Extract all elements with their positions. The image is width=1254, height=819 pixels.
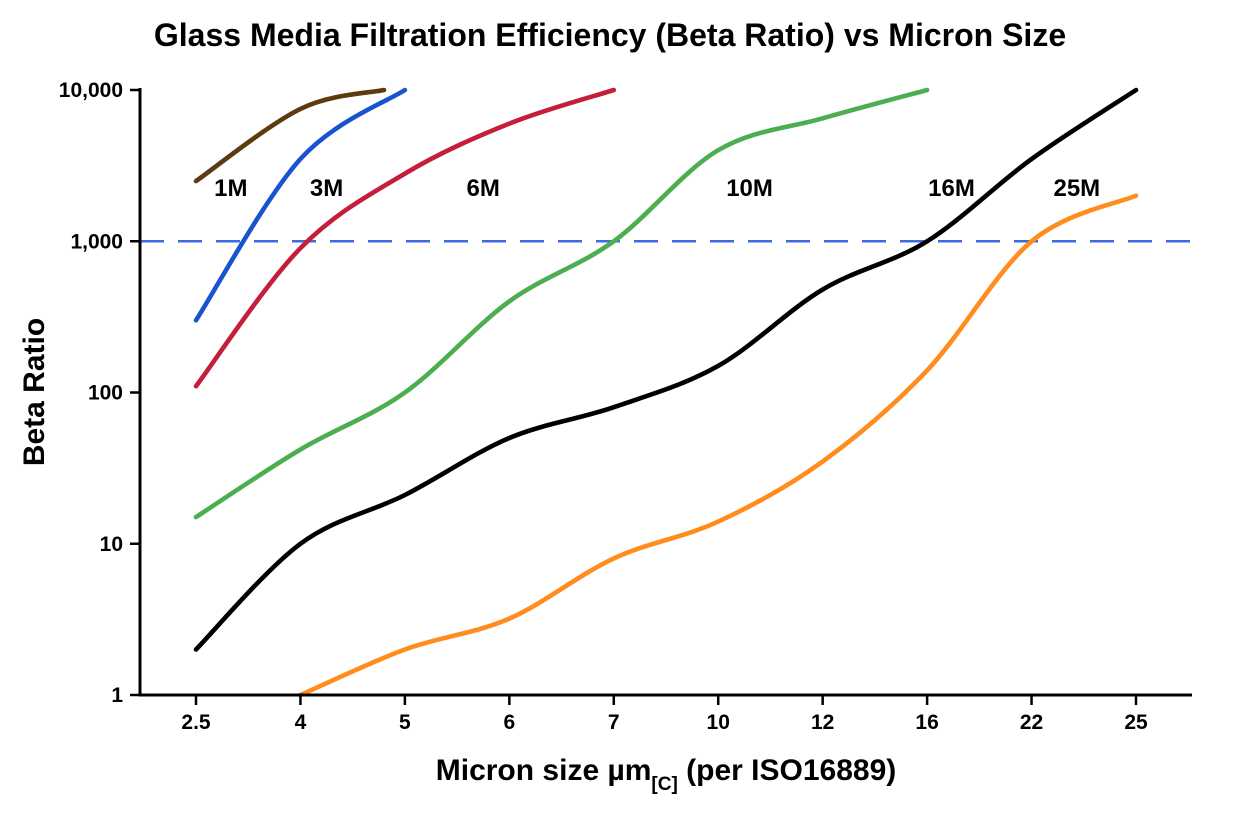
series-label-25M: 25M [1053, 175, 1100, 202]
chart-title: Glass Media Filtration Efficiency (Beta … [154, 17, 1066, 53]
series-line-10M [193, 87, 930, 520]
series-label-3M: 3M [310, 175, 343, 202]
series-label-10M: 10M [726, 175, 773, 202]
series-line-6M [193, 87, 617, 389]
y-tick-label: 1 [111, 684, 123, 707]
series-line-25M [298, 193, 1139, 698]
x-tick-label: 10 [707, 711, 730, 734]
series-label-16M: 16M [928, 175, 975, 202]
x-tick-label: 16 [915, 711, 938, 734]
x-tick-label: 25 [1124, 711, 1148, 734]
x-axis-label-rest: (per ISO16889) [678, 754, 896, 787]
x-tick-label: 22 [1020, 711, 1043, 734]
y-tick-label: 1,000 [70, 230, 123, 253]
x-tick-label: 12 [811, 711, 834, 734]
x-tick-label: 6 [503, 711, 515, 734]
series-line-1M [193, 87, 387, 184]
x-tick-label: 7 [608, 711, 620, 734]
y-tick-label: 100 [88, 382, 123, 405]
x-axis-label-main: Micron size µm [436, 754, 652, 787]
x-tick-label: 4 [295, 711, 307, 734]
x-axis-label: Micron size µm[C] (per ISO16889) [436, 754, 897, 795]
plot-area: 1 10 100 1,000 10,000 2.5 4 5 6 7 10 12 16 22 25 1M 3M 6M… [59, 79, 1192, 734]
series-label-1M: 1M [214, 175, 247, 202]
series-line-16M [193, 87, 1139, 652]
x-tick-label: 2.5 [181, 711, 211, 734]
y-tick-label: 10,000 [59, 79, 123, 102]
y-tick-label: 10 [100, 533, 123, 556]
series-label-6M: 6M [467, 175, 500, 202]
y-axis-label: Beta Ratio [18, 318, 51, 466]
series-line-3M [193, 87, 408, 323]
x-tick-label: 5 [399, 711, 411, 734]
x-axis-label-subscript: [C] [651, 774, 677, 795]
